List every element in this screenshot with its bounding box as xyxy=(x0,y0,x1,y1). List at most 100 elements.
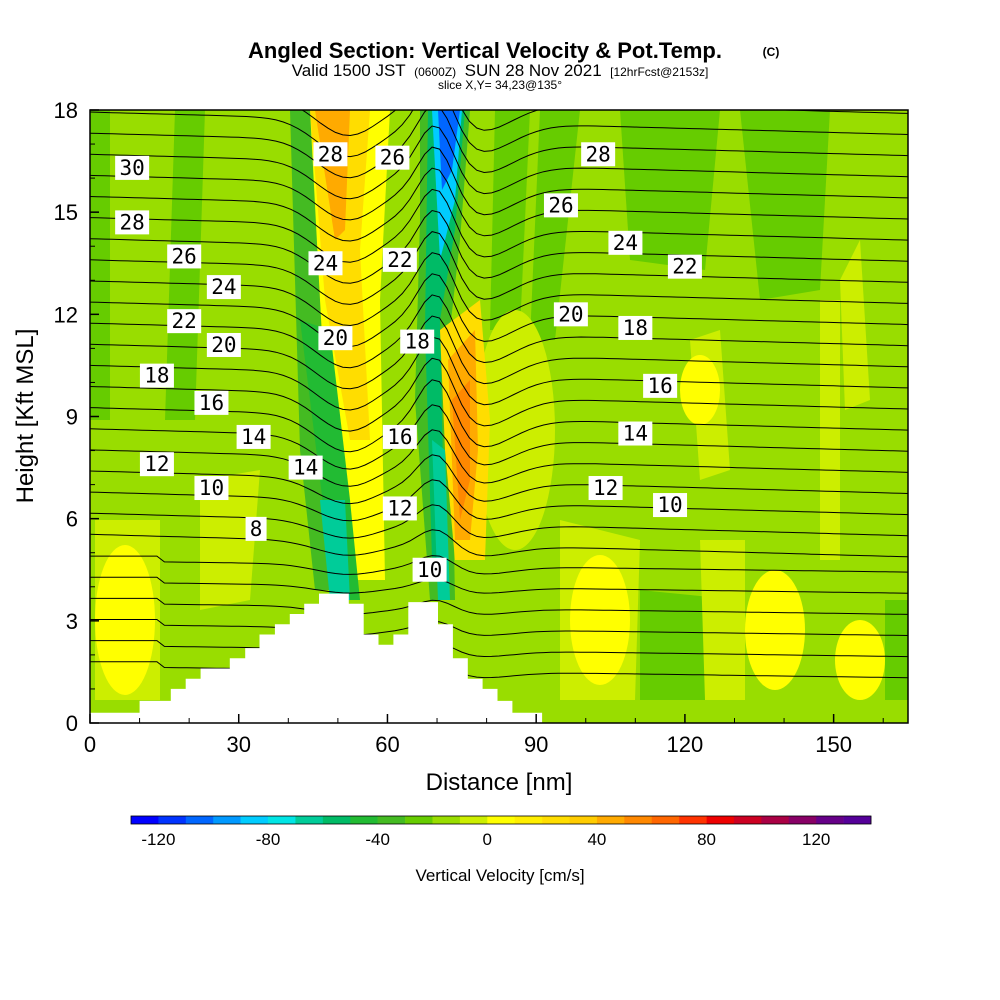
contour-label-text: 14 xyxy=(241,425,266,449)
chart-title: Angled Section: Vertical Velocity & Pot.… xyxy=(248,38,722,63)
y-tick-label: 15 xyxy=(54,200,78,225)
contour-label-text: 12 xyxy=(387,496,412,520)
contour-label-text: 10 xyxy=(657,493,682,517)
x-tick-label: 120 xyxy=(667,732,704,757)
contour-label-text: 12 xyxy=(144,452,169,476)
contour-label-text: 14 xyxy=(623,422,648,446)
contour-label-text: 26 xyxy=(380,146,405,170)
contour-label-text: 16 xyxy=(647,374,672,398)
subtitle-date: SUN 28 Nov 2021 xyxy=(465,61,602,80)
vv-region xyxy=(745,570,805,690)
contour-label-text: 20 xyxy=(211,333,236,357)
vv-region xyxy=(475,310,555,550)
theta-contour-line xyxy=(90,357,908,432)
chart-subtitle: Valid 1500 JST (0600Z) SUN 28 Nov 2021 [… xyxy=(292,61,709,80)
contour-label: 30 xyxy=(115,155,150,180)
subtitle-forecast: [12hrFcst@2153z] xyxy=(610,65,708,79)
contour-label-text: 12 xyxy=(593,476,618,500)
x-axis: 0 30 60 90 120 150 xyxy=(84,714,884,757)
contour-label: 24 xyxy=(206,275,241,300)
theta-contour-line xyxy=(90,231,908,305)
contour-label: 14 xyxy=(618,421,653,446)
contour-label-text: 26 xyxy=(548,193,573,217)
theta-contour-line xyxy=(90,209,908,284)
theta-contour-line xyxy=(90,555,908,575)
x-tick-label: 90 xyxy=(524,732,548,757)
contour-label-box xyxy=(194,390,229,415)
contour-label: 24 xyxy=(308,251,343,276)
terrain-mask xyxy=(90,593,908,723)
contour-label-box xyxy=(581,142,616,167)
colorbar-swatch xyxy=(405,816,433,824)
contour-label-box xyxy=(139,363,174,388)
contour-label-text: 18 xyxy=(144,364,169,388)
theta-contour-line xyxy=(90,110,908,179)
contour-label-text: 22 xyxy=(672,255,697,279)
colorbar-frame xyxy=(130,815,872,825)
contour-label: 26 xyxy=(375,145,410,170)
contour-label: 12 xyxy=(382,496,417,521)
contour-label-text: 18 xyxy=(405,330,430,354)
theta-contour-line xyxy=(90,504,908,539)
contour-label: 10 xyxy=(412,557,447,582)
theta-contour-line xyxy=(90,576,908,594)
colorbar-tick-label: -80 xyxy=(256,830,281,849)
contour-label-text: 10 xyxy=(417,558,442,582)
colorbar-swatch xyxy=(487,816,516,824)
theta-contours xyxy=(90,110,908,679)
colorbar-swatch xyxy=(569,816,598,824)
contour-label: 16 xyxy=(643,373,678,398)
contour-label-box xyxy=(206,275,241,300)
colorbar-swatch xyxy=(131,816,159,824)
colorbar-swatch xyxy=(268,816,296,824)
contour-label-box xyxy=(653,493,688,518)
colorbar-tick-label: -120 xyxy=(141,830,175,849)
vv-region xyxy=(835,620,885,700)
contour-label-text: 8 xyxy=(250,517,263,541)
contour-label-text: 30 xyxy=(119,156,144,180)
contour-label-box xyxy=(194,476,229,501)
theta-contour-line xyxy=(90,640,908,658)
contour-label-box xyxy=(245,516,267,541)
contour-label-box xyxy=(608,230,643,255)
y-tick-label: 3 xyxy=(66,609,78,634)
contour-label-text: 28 xyxy=(318,142,343,166)
colorbar-swatch xyxy=(843,816,872,824)
colorbar-swatch xyxy=(185,816,214,824)
contour-label-box xyxy=(382,247,417,272)
contour-label-box xyxy=(618,315,653,340)
colorbar-tick-label: -40 xyxy=(365,830,390,849)
x-axis-label: Distance [nm] xyxy=(426,769,573,796)
x-tick-label: 60 xyxy=(375,732,399,757)
contour-label: 20 xyxy=(206,332,241,357)
contour-label: 28 xyxy=(313,142,348,167)
vv-region xyxy=(840,240,870,410)
theta-contour-line xyxy=(90,404,908,470)
theta-contour-line xyxy=(90,529,908,558)
contour-label-box xyxy=(400,329,435,354)
colorbar-swatch xyxy=(514,816,543,824)
y-axis: 0 3 6 9 12 15 18 xyxy=(54,98,99,736)
vv-downdraft-band xyxy=(320,500,350,600)
contour-label: 28 xyxy=(581,142,616,167)
contour-label: 18 xyxy=(400,329,435,354)
vv-downdraft-band xyxy=(438,110,460,190)
contour-label: 8 xyxy=(245,516,267,541)
colorbar-swatch xyxy=(213,816,241,824)
colorbar-tick-label: 80 xyxy=(697,830,716,849)
contour-label-box xyxy=(167,309,202,334)
colorbar-swatch xyxy=(377,816,406,824)
contour-label-box xyxy=(412,557,447,582)
contour-label-text: 28 xyxy=(586,142,611,166)
contour-label-text: 26 xyxy=(172,244,197,268)
theta-contour-line xyxy=(90,273,908,348)
contour-label: 28 xyxy=(115,210,150,235)
vv-region xyxy=(90,110,110,420)
colorbar-tick-label: 0 xyxy=(483,830,492,849)
colorbar-swatch xyxy=(788,816,817,824)
vv-region xyxy=(680,355,720,425)
theta-contour-line xyxy=(90,167,908,242)
colorbar-swatch xyxy=(596,816,625,824)
contour-label: 22 xyxy=(667,254,702,279)
contour-label-box xyxy=(288,455,323,480)
